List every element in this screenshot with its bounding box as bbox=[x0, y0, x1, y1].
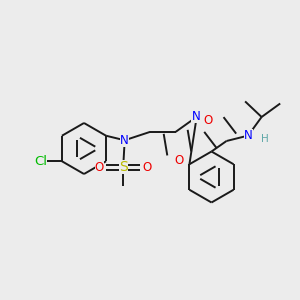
Text: O: O bbox=[94, 161, 104, 174]
Text: N: N bbox=[191, 110, 200, 123]
Text: S: S bbox=[119, 160, 128, 174]
Text: H: H bbox=[193, 111, 201, 121]
Text: H: H bbox=[261, 134, 268, 144]
Text: N: N bbox=[244, 128, 253, 142]
Text: O: O bbox=[175, 154, 184, 166]
Text: O: O bbox=[204, 114, 213, 128]
Text: O: O bbox=[142, 161, 152, 174]
Text: N: N bbox=[120, 134, 129, 147]
Text: Cl: Cl bbox=[34, 155, 47, 168]
